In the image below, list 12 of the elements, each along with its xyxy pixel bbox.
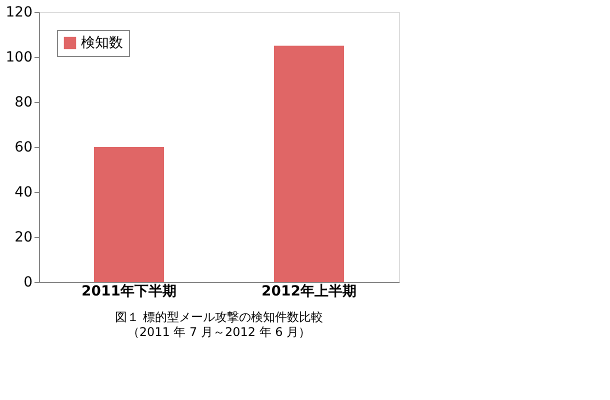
y-tick-label: 40 xyxy=(14,184,32,200)
legend-label: 検知数 xyxy=(81,35,123,51)
text: 図１ 標的型メール攻撃の検知件数比較 xyxy=(115,310,323,324)
y-tick-label: 0 xyxy=(24,274,32,290)
x-tick-label: 2011年下半期 xyxy=(82,284,176,300)
y-tick-label: 20 xyxy=(14,230,32,246)
x-tick-label: 2012年上半期 xyxy=(262,284,356,300)
y-tick-label: 120 xyxy=(6,4,32,20)
y-tick-label: 80 xyxy=(14,94,32,110)
y-tick-label: 60 xyxy=(14,140,32,156)
y-tick-label: 100 xyxy=(6,50,32,66)
text: （2011 年 7 月～2012 年 6 月） xyxy=(127,325,311,339)
